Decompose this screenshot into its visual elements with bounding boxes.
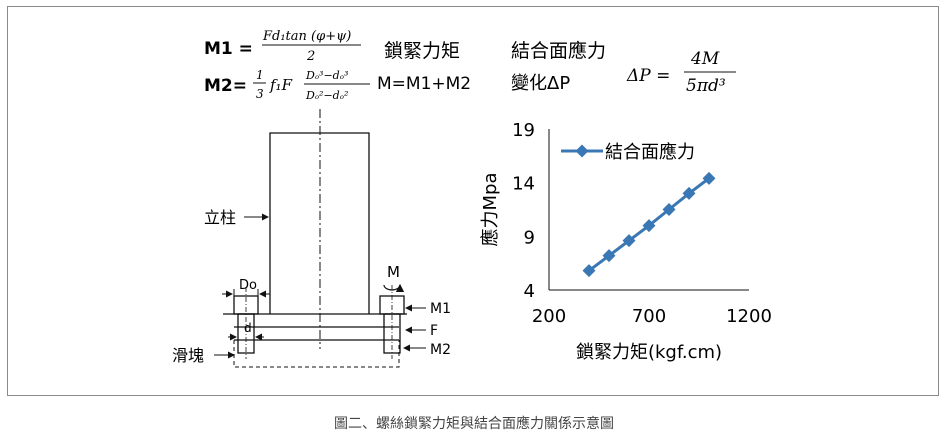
data-point: [582, 264, 596, 278]
formula-dp: ΔP = 4M 5πd³: [626, 49, 736, 96]
m2-denominator: Dₒ²−dₒ²: [305, 89, 348, 102]
m2-coef-numerator: 1: [256, 68, 264, 82]
mechanical-diagram: [214, 109, 426, 368]
data-point: [602, 249, 616, 263]
m2-coef-denominator: 3: [256, 87, 264, 101]
legend-label: 結合面應力: [605, 141, 695, 163]
legend: 結合面應力: [561, 141, 695, 163]
f-label: F: [430, 323, 438, 339]
m1-lhs: M1 =: [204, 39, 253, 59]
d-label: d: [244, 321, 252, 335]
m2-label: M2: [430, 342, 451, 358]
sum-formula: M=M1+M2: [377, 74, 471, 94]
y-tick-label: 19: [512, 120, 535, 141]
data-point: [662, 203, 676, 216]
x-tick-label: 700: [632, 306, 666, 327]
y-tick-label: 9: [524, 227, 535, 248]
x-tick-label: 200: [532, 306, 566, 327]
figure-canvas: M1 = Fd₁tan (φ+ψ) 2 M2= 1 3 f₁F Dₒ³−dₒ³ …: [172, 29, 772, 368]
y-tick-label: 4: [524, 281, 535, 302]
m1-numerator: Fd₁tan (φ+ψ): [262, 29, 351, 44]
m2-lhs: M2=: [204, 76, 247, 96]
dp-numerator: 4M: [690, 49, 720, 69]
m-label: M: [387, 263, 400, 281]
formula-m1: M1 = Fd₁tan (φ+ψ) 2: [204, 29, 361, 64]
data-point: [682, 186, 696, 200]
data-point: [642, 219, 656, 233]
m2-numerator: Dₒ³−dₒ³: [305, 69, 348, 82]
m2-mid: f₁F: [269, 76, 293, 94]
figure-frame: M1 = Fd₁tan (φ+ψ) 2 M2= 1 3 f₁F Dₒ³−dₒ³ …: [7, 6, 939, 396]
legend-marker: [575, 144, 589, 158]
formula-m2: M2= 1 3 f₁F Dₒ³−dₒ³ Dₒ²−dₒ²: [204, 68, 370, 102]
m1-label: M1: [430, 301, 451, 317]
dp-lhs: ΔP =: [626, 66, 670, 86]
y-tick-label: 14: [512, 174, 535, 195]
do-label: Do: [239, 278, 257, 293]
x-tick-labels: 200 700 1200: [532, 306, 772, 327]
slider-outline: [233, 340, 400, 368]
data-point: [702, 171, 716, 185]
data-point: [622, 234, 636, 248]
column-label: 立柱: [204, 208, 236, 227]
label-stress: 結合面應力: [511, 39, 606, 62]
label-change: 變化ΔP: [511, 73, 570, 94]
x-tick-label: 1200: [726, 306, 772, 327]
dp-denominator: 5πd³: [686, 76, 726, 96]
moment-arrow: [383, 283, 405, 293]
label-torque: 鎖緊力矩: [384, 40, 460, 62]
slider-label: 滑塊: [172, 346, 204, 365]
y-axis-label: 應力Mpa: [479, 173, 501, 247]
m1-denominator: 2: [306, 49, 315, 64]
y-tick-labels: 4 9 14 19: [512, 120, 535, 302]
figure-caption: 圖二、螺絲鎖緊力矩與結合面應力關係示意圖: [334, 416, 614, 432]
x-axis-label: 鎖緊力矩(kgf.cm): [576, 342, 722, 363]
series-points: [582, 171, 716, 278]
stress-chart: 200 700 1200 4 9 14 19 結合面應力 鎖緊力矩(kgf.cm) 應力M…: [479, 120, 772, 363]
